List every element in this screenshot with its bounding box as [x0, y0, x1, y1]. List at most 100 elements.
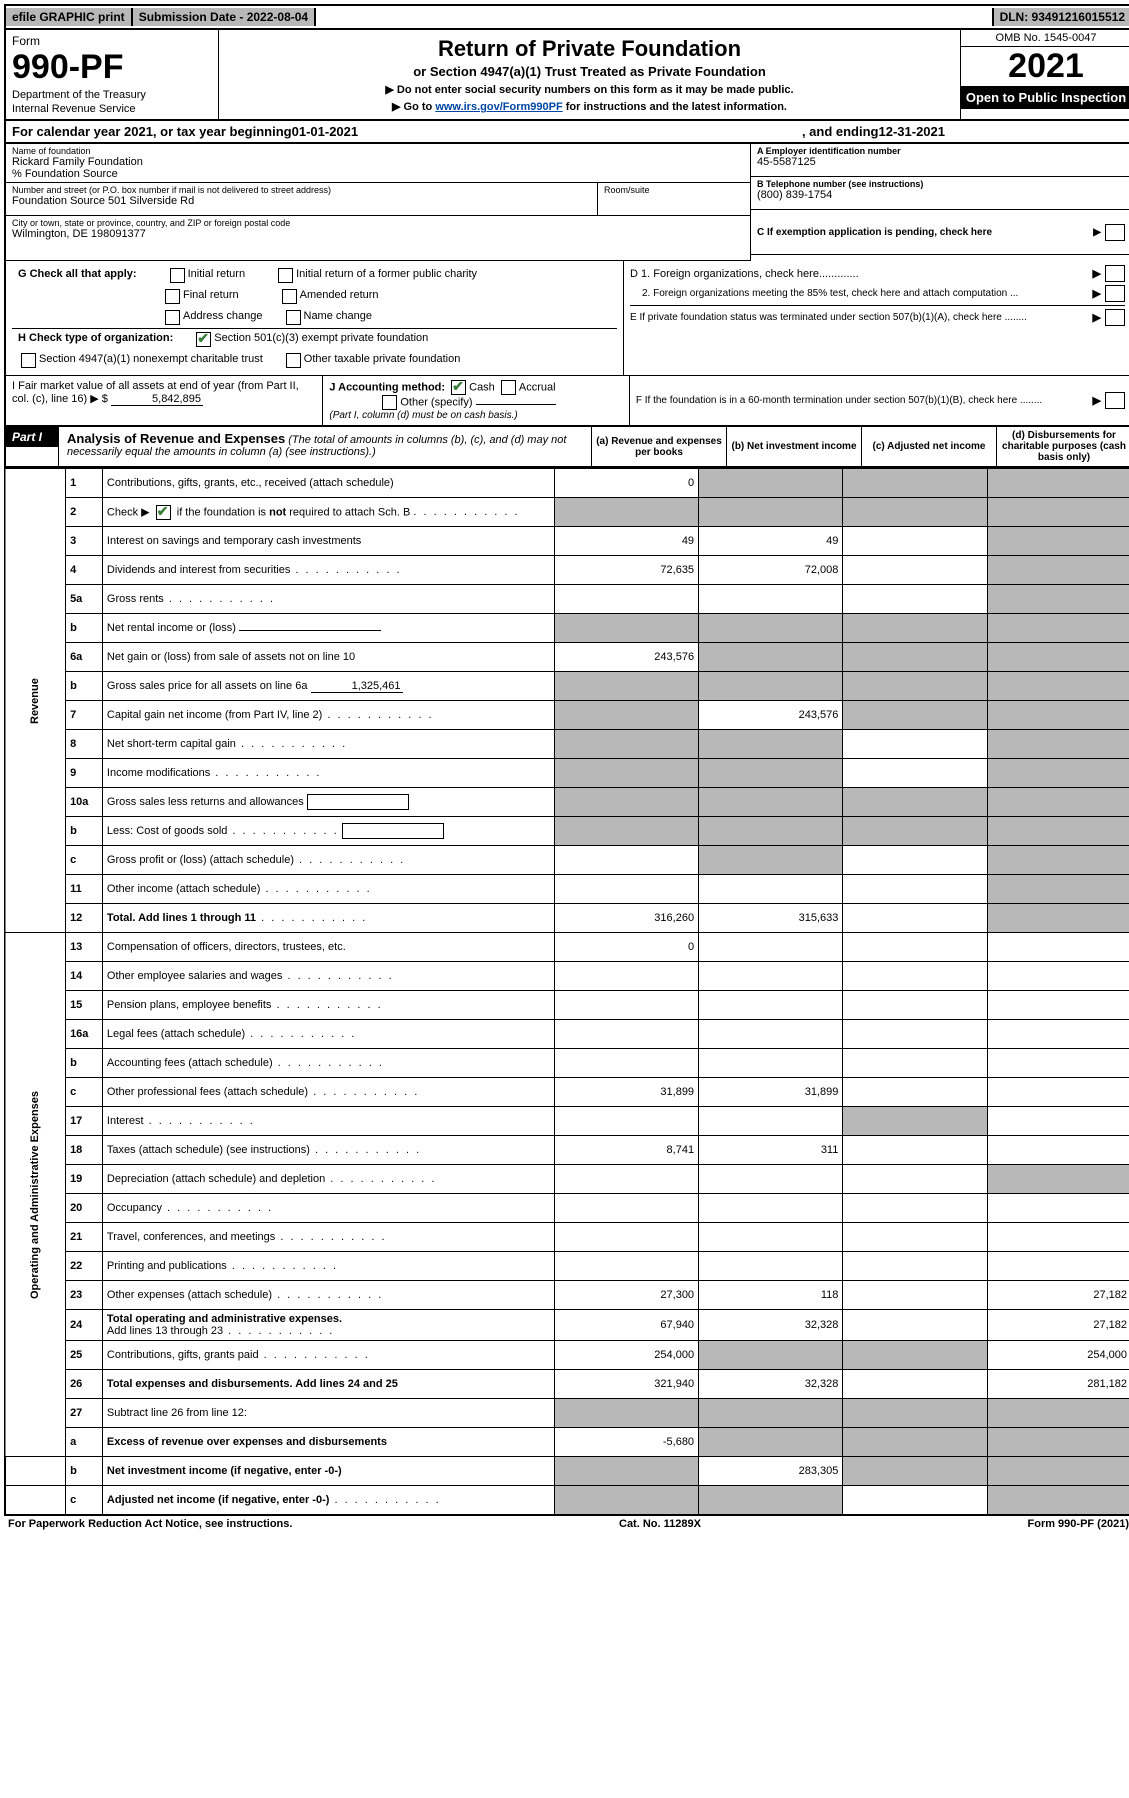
phone-label: B Telephone number (see instructions)	[757, 179, 1125, 189]
l12-a: 316,260	[554, 904, 698, 933]
exemption-pending-checkbox[interactable]	[1105, 224, 1125, 241]
line-14: Other employee salaries and wages	[102, 962, 554, 991]
name-change-checkbox[interactable]	[286, 310, 301, 325]
d2-checkbox[interactable]	[1105, 285, 1125, 302]
irs-link[interactable]: www.irs.gov/Form990PF	[435, 101, 562, 113]
entity-info: Name of foundation Rickard Family Founda…	[4, 144, 1129, 261]
goto-note: ▶ Go to www.irs.gov/Form990PF for instru…	[223, 100, 956, 113]
sch-b-checkbox[interactable]	[156, 505, 171, 520]
line-16a: Legal fees (attach schedule)	[102, 1020, 554, 1049]
efile-print-button[interactable]: efile GRAPHIC print	[6, 8, 133, 26]
l12-b: 315,633	[699, 904, 843, 933]
part1-header: Part I Analysis of Revenue and Expenses …	[4, 427, 1129, 468]
tax-year: 2021	[961, 47, 1129, 86]
line-27c: Adjusted net income (if negative, enter …	[102, 1486, 554, 1516]
open-public-badge: Open to Public Inspection	[961, 86, 1129, 109]
initial-former-checkbox[interactable]	[278, 268, 293, 283]
final-return-checkbox[interactable]	[165, 289, 180, 304]
d1-checkbox[interactable]	[1105, 265, 1125, 282]
form-subtitle: or Section 4947(a)(1) Trust Treated as P…	[223, 64, 956, 79]
ssn-warning: ▶ Do not enter social security numbers o…	[223, 83, 956, 96]
part1-tag: Part I	[6, 427, 58, 447]
other-taxable-checkbox[interactable]	[286, 353, 301, 368]
j-note: (Part I, column (d) must be on cash basi…	[329, 410, 622, 421]
cat-no: Cat. No. 11289X	[619, 1518, 701, 1530]
form-title: Return of Private Foundation	[223, 36, 956, 62]
dln-number: DLN: 93491216015512	[992, 8, 1129, 26]
line-27: Subtract line 26 from line 12:	[102, 1399, 554, 1428]
f-checkbox[interactable]	[1105, 392, 1125, 409]
l27b-b: 283,305	[699, 1457, 843, 1486]
g-label: G Check all that apply:	[18, 268, 137, 280]
amended-return-checkbox[interactable]	[282, 289, 297, 304]
line-23: Other expenses (attach schedule)	[102, 1281, 554, 1310]
l23-d: 27,182	[987, 1281, 1129, 1310]
city-label: City or town, state or province, country…	[12, 218, 744, 228]
line-3: Interest on savings and temporary cash i…	[102, 527, 554, 556]
l6a-a: 243,576	[554, 643, 698, 672]
l26-b: 32,328	[699, 1370, 843, 1399]
top-bar: efile GRAPHIC print Submission Date - 20…	[4, 4, 1129, 30]
h-label: H Check type of organization:	[18, 332, 173, 344]
line-11: Other income (attach schedule)	[102, 875, 554, 904]
initial-return-checkbox[interactable]	[170, 268, 185, 283]
l13-a: 0	[554, 933, 698, 962]
line-10a: Gross sales less returns and allowances	[102, 788, 554, 817]
l7-b: 243,576	[699, 701, 843, 730]
line-8: Net short-term capital gain	[102, 730, 554, 759]
4947-checkbox[interactable]	[21, 353, 36, 368]
ein-label: A Employer identification number	[757, 146, 1125, 156]
f-label: F If the foundation is in a 60-month ter…	[636, 395, 1093, 406]
submission-date: Submission Date - 2022-08-04	[133, 8, 316, 26]
line-7: Capital gain net income (from Part IV, l…	[102, 701, 554, 730]
l18-a: 8,741	[554, 1136, 698, 1165]
room-label: Room/suite	[604, 185, 744, 195]
line-10b: Less: Cost of goods sold	[102, 817, 554, 846]
line-4: Dividends and interest from securities	[102, 556, 554, 585]
l24-b: 32,328	[699, 1310, 843, 1341]
fmv-assets: 5,842,895	[111, 393, 203, 406]
form-ref: Form 990-PF (2021)	[1028, 1518, 1129, 1530]
l16c-b: 31,899	[699, 1078, 843, 1107]
l4-b: 72,008	[699, 556, 843, 585]
other-method-checkbox[interactable]	[382, 395, 397, 410]
exemption-pending-label: C If exemption application is pending, c…	[757, 227, 1093, 238]
e-checkbox[interactable]	[1105, 309, 1125, 326]
l24-d: 27,182	[987, 1310, 1129, 1341]
line-27b: Net investment income (if negative, ente…	[102, 1457, 554, 1486]
phone: (800) 839-1754	[757, 189, 1125, 201]
line-2: Check ▶ if the foundation is not require…	[102, 498, 554, 527]
l1-a: 0	[554, 469, 698, 498]
part1-title: Analysis of Revenue and Expenses	[67, 431, 285, 446]
line-6b: Gross sales price for all assets on line…	[102, 672, 554, 701]
d1-label: D 1. Foreign organizations, check here..…	[630, 268, 1093, 280]
foundation-name: Rickard Family Foundation	[12, 156, 744, 168]
d2-label: 2. Foreign organizations meeting the 85%…	[642, 288, 1093, 299]
l27a-a: -5,680	[554, 1428, 698, 1457]
line-5a: Gross rents	[102, 585, 554, 614]
line-18: Taxes (attach schedule) (see instruction…	[102, 1136, 554, 1165]
line-26: Total expenses and disbursements. Add li…	[102, 1370, 554, 1399]
l26-d: 281,182	[987, 1370, 1129, 1399]
city-state-zip: Wilmington, DE 198091377	[12, 228, 744, 240]
501c3-checkbox[interactable]	[196, 332, 211, 347]
l25-a: 254,000	[554, 1341, 698, 1370]
form-label: Form	[12, 34, 212, 48]
l18-b: 311	[699, 1136, 843, 1165]
line-25: Contributions, gifts, grants paid	[102, 1341, 554, 1370]
line-16b: Accounting fees (attach schedule)	[102, 1049, 554, 1078]
accrual-checkbox[interactable]	[501, 380, 516, 395]
l6b-val: 1,325,461	[311, 680, 403, 693]
address-change-checkbox[interactable]	[165, 310, 180, 325]
line-12: Total. Add lines 1 through 11	[102, 904, 554, 933]
page-footer: For Paperwork Reduction Act Notice, see …	[4, 1516, 1129, 1532]
l24-a: 67,940	[554, 1310, 698, 1341]
cash-checkbox[interactable]	[451, 380, 466, 395]
line-15: Pension plans, employee benefits	[102, 991, 554, 1020]
year-begin: 01-01-2021	[292, 124, 359, 139]
j-label: J Accounting method:	[329, 381, 445, 393]
expenses-side-label: Operating and Administrative Expenses	[5, 933, 66, 1457]
omb-number: OMB No. 1545-0047	[961, 30, 1129, 47]
l3-a: 49	[554, 527, 698, 556]
l3-b: 49	[699, 527, 843, 556]
